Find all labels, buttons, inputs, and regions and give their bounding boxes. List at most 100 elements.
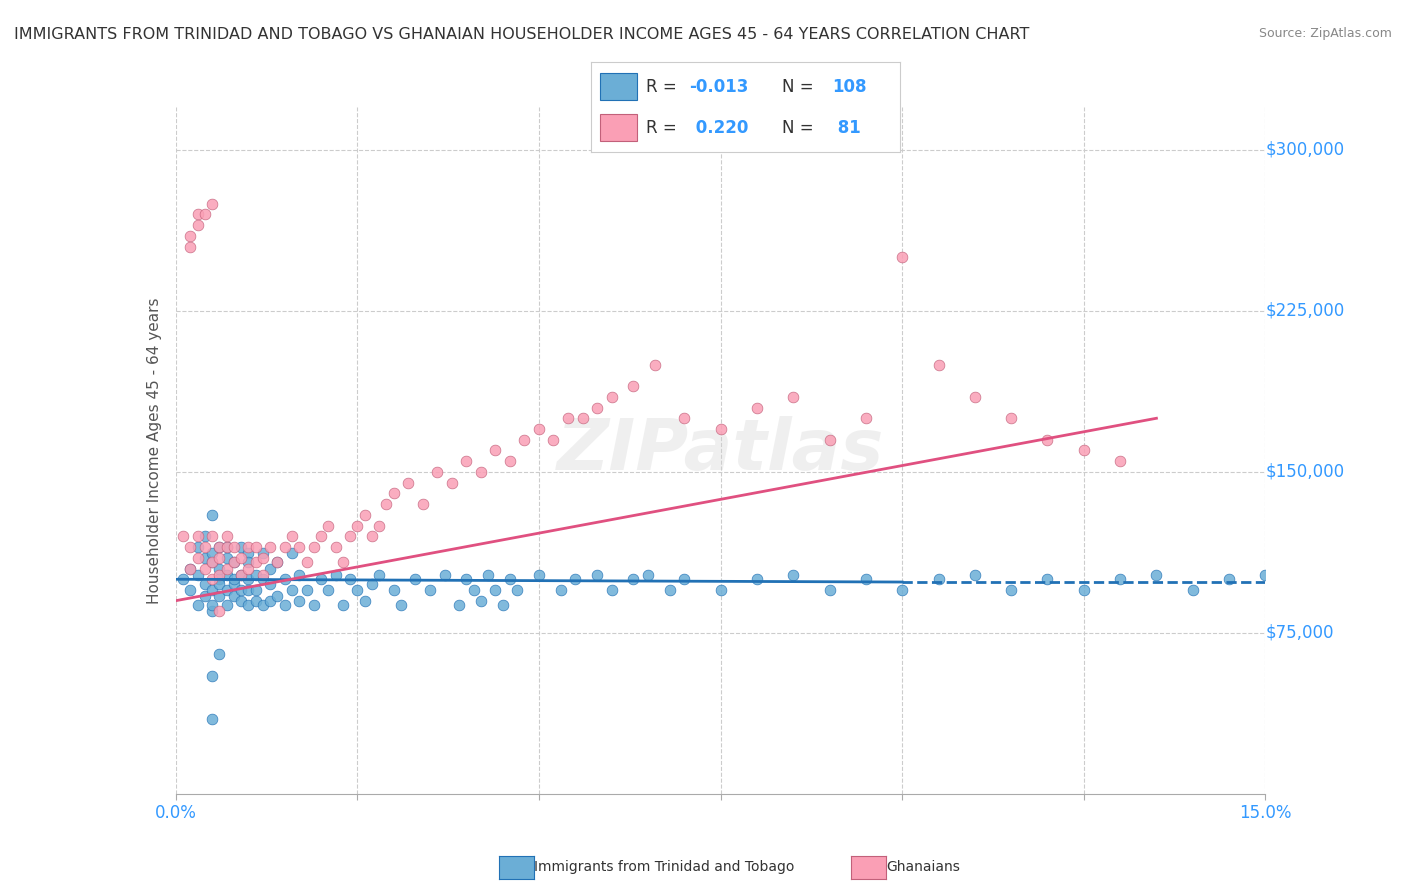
Point xyxy=(201,669,224,683)
Point xyxy=(274,572,297,586)
Point xyxy=(318,518,340,533)
Text: $300,000: $300,000 xyxy=(1265,141,1344,159)
Point xyxy=(186,550,209,565)
Text: 81: 81 xyxy=(832,119,860,136)
Point xyxy=(222,576,245,591)
Bar xyxy=(600,114,637,141)
Point xyxy=(238,555,260,569)
Point xyxy=(201,712,224,726)
Point xyxy=(201,555,224,569)
Point xyxy=(238,582,260,597)
Point xyxy=(499,454,522,468)
Point xyxy=(527,422,550,436)
Point xyxy=(201,572,224,586)
Point xyxy=(186,529,209,543)
Point xyxy=(201,508,224,522)
Point xyxy=(644,358,666,372)
Point xyxy=(368,518,391,533)
Point xyxy=(1073,443,1095,458)
Point xyxy=(389,598,412,612)
Point xyxy=(186,207,209,221)
Point xyxy=(302,540,325,554)
Point xyxy=(745,401,768,415)
Point xyxy=(222,555,245,569)
Point xyxy=(179,228,201,243)
Point xyxy=(186,598,209,612)
Point xyxy=(346,582,368,597)
Point xyxy=(710,422,733,436)
Point xyxy=(353,593,375,607)
Point xyxy=(215,540,238,554)
Point xyxy=(231,568,253,582)
Text: R =: R = xyxy=(647,119,682,136)
Point xyxy=(288,540,311,554)
Text: $225,000: $225,000 xyxy=(1265,302,1344,320)
Point xyxy=(928,572,950,586)
Point xyxy=(245,555,267,569)
Point xyxy=(339,529,361,543)
Point xyxy=(1109,572,1132,586)
Point xyxy=(396,475,419,490)
Point xyxy=(382,486,405,500)
Point xyxy=(1036,572,1059,586)
Point xyxy=(252,568,274,582)
Point xyxy=(1073,582,1095,597)
Point xyxy=(339,572,361,586)
Point xyxy=(332,598,354,612)
Point xyxy=(274,540,297,554)
Point xyxy=(222,572,245,586)
Point xyxy=(513,433,536,447)
Point xyxy=(360,529,382,543)
Point xyxy=(208,561,231,575)
Point xyxy=(447,598,470,612)
Point xyxy=(818,582,841,597)
Point xyxy=(463,582,485,597)
Point xyxy=(238,598,260,612)
Point xyxy=(745,572,768,586)
Point xyxy=(201,582,224,597)
Point xyxy=(215,550,238,565)
Point xyxy=(215,598,238,612)
Point xyxy=(259,540,281,554)
Point xyxy=(281,582,304,597)
Point xyxy=(302,598,325,612)
Point xyxy=(208,604,231,618)
Point xyxy=(231,582,253,597)
Point xyxy=(621,572,644,586)
Point xyxy=(252,598,274,612)
Point xyxy=(550,582,572,597)
Point xyxy=(818,433,841,447)
Point xyxy=(194,561,217,575)
Point xyxy=(194,550,217,565)
Point xyxy=(600,582,623,597)
Point xyxy=(208,572,231,586)
Text: N =: N = xyxy=(782,78,820,95)
Point xyxy=(963,568,986,582)
Bar xyxy=(600,73,637,100)
Point xyxy=(318,582,340,597)
Point xyxy=(288,593,311,607)
Point xyxy=(245,568,267,582)
Text: Source: ZipAtlas.com: Source: ZipAtlas.com xyxy=(1258,27,1392,40)
Point xyxy=(259,576,281,591)
Point xyxy=(231,568,253,582)
Point xyxy=(484,443,506,458)
Point xyxy=(492,598,515,612)
Point xyxy=(499,572,522,586)
Point xyxy=(288,568,311,582)
Point xyxy=(571,411,593,425)
Point xyxy=(470,465,492,479)
Point xyxy=(201,546,224,561)
Point xyxy=(194,529,217,543)
Text: R =: R = xyxy=(647,78,682,95)
Point xyxy=(259,593,281,607)
Point xyxy=(231,550,253,565)
Point xyxy=(208,590,231,604)
Point xyxy=(231,593,253,607)
Point xyxy=(658,582,681,597)
Point xyxy=(252,550,274,565)
Point xyxy=(238,540,260,554)
Point xyxy=(368,568,391,582)
Point xyxy=(477,568,499,582)
Point xyxy=(266,590,288,604)
